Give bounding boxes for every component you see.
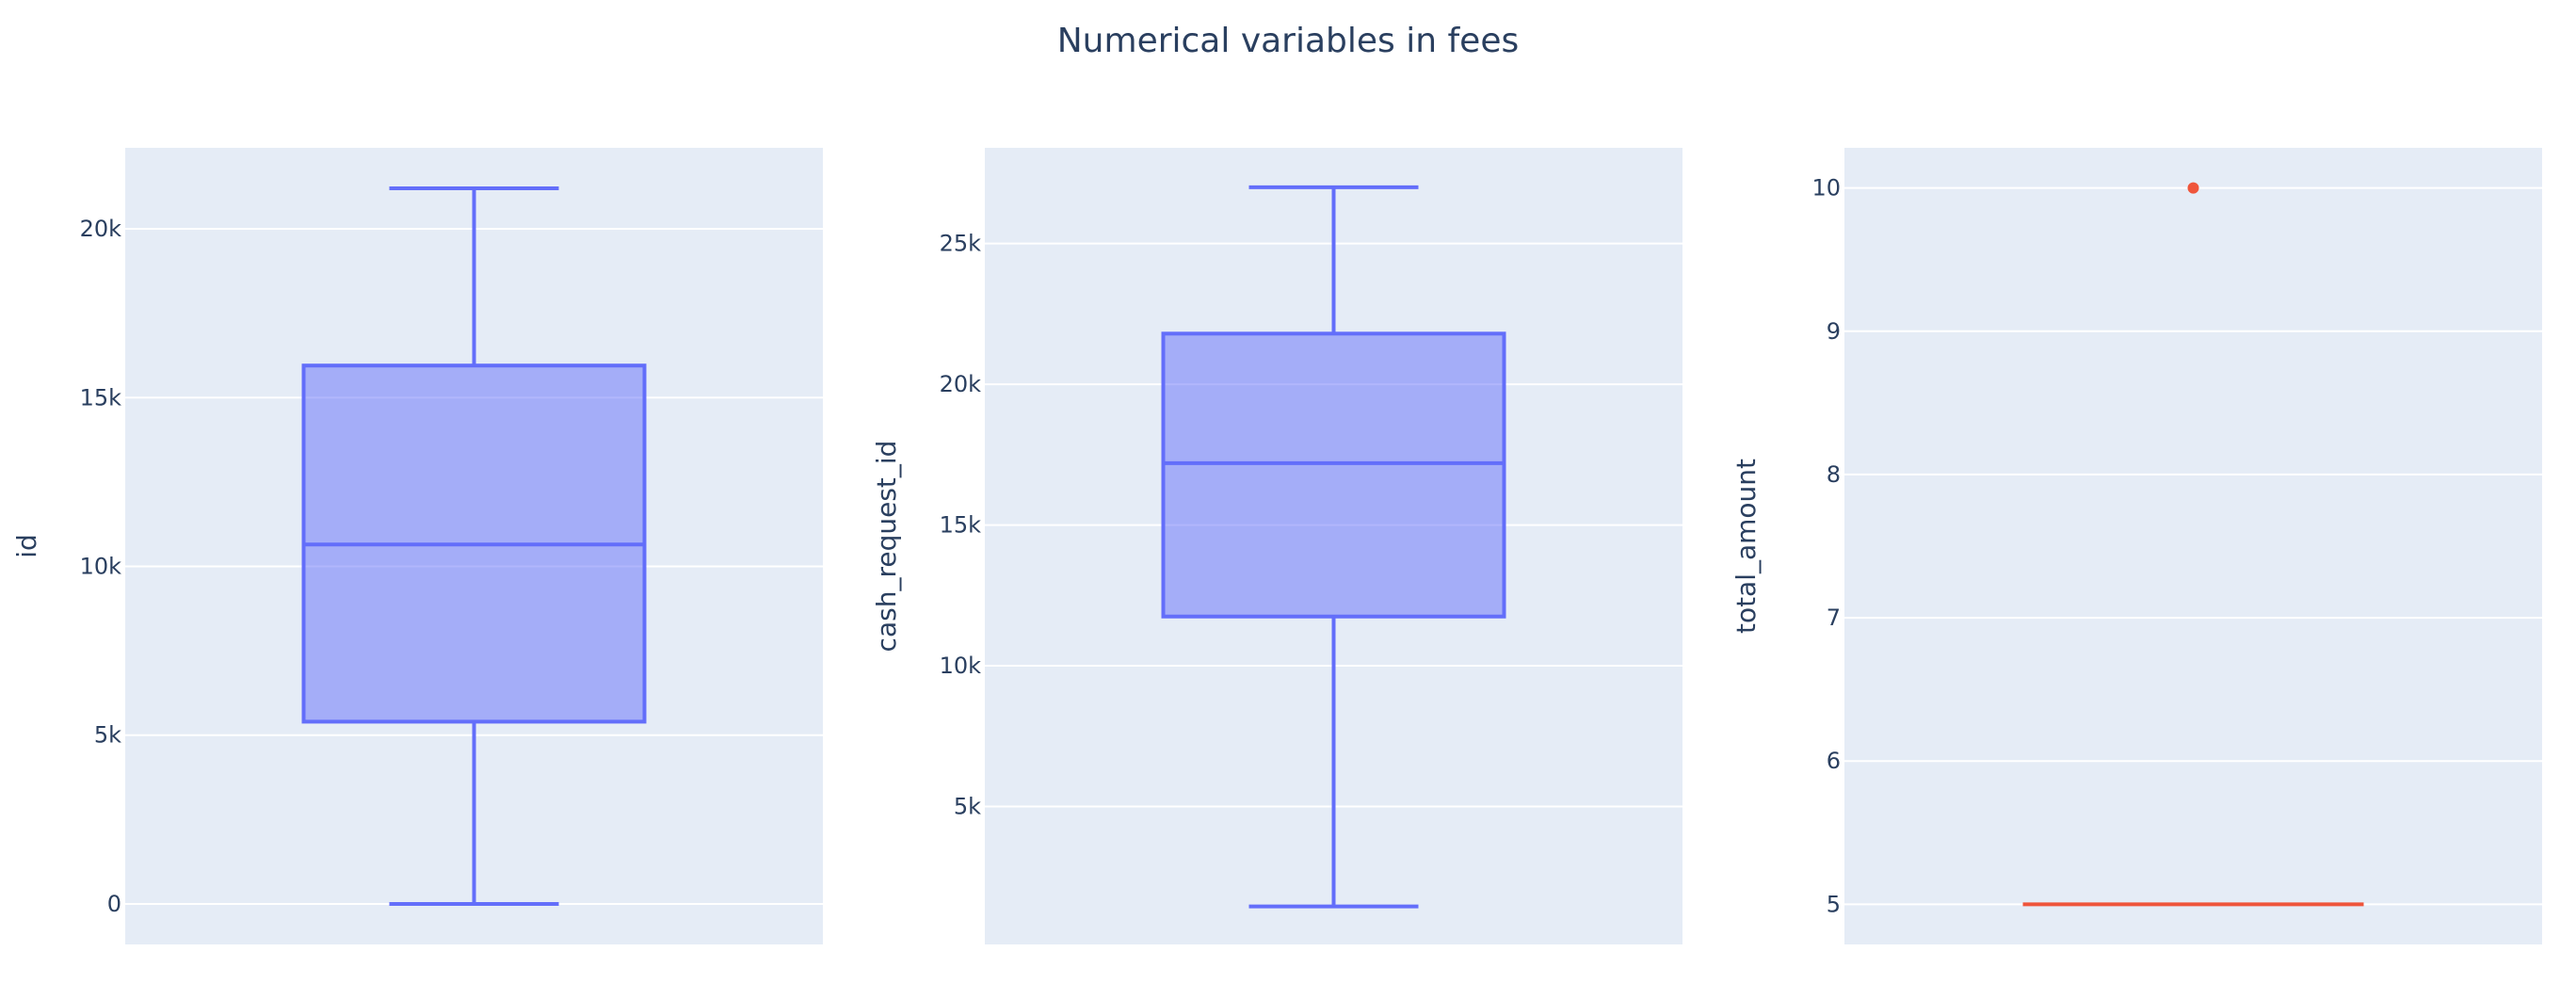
y-tick-label: 15k (80, 384, 122, 411)
y-tick-label: 25k (940, 231, 982, 257)
y-tick-label: 15k (940, 512, 982, 539)
y-axis-title: id (11, 534, 42, 558)
plot-area (1844, 148, 2542, 944)
y-tick-label: 20k (80, 216, 122, 242)
y-tick-label: 0 (107, 891, 121, 917)
y-tick-label: 7 (1827, 605, 1841, 631)
y-tick-label: 5k (954, 794, 981, 820)
y-tick-label: 5k (94, 722, 121, 749)
subplot-3: 5 6 7 8 9 10 total_amount (1731, 148, 2542, 944)
y-tick-label: 9 (1827, 318, 1841, 345)
y-axis-title: cash_request_id (871, 441, 902, 653)
y-tick-label: 6 (1827, 748, 1841, 774)
subplot-panels: 0 5k 10k 15k 20k id 5k 10k 15k 20k 25k cash_request… (11, 148, 2542, 944)
y-tick-label: 8 (1827, 461, 1841, 488)
y-tick-label: 10 (1811, 175, 1841, 202)
y-axis-title: total_amount (1731, 459, 1762, 634)
y-tick-label: 20k (940, 371, 982, 397)
y-tick-label: 10k (80, 554, 122, 580)
subplot-1: 0 5k 10k 15k 20k id (11, 148, 823, 944)
outlier-point (2187, 182, 2199, 194)
chart-title: Numerical variables in fees (1057, 22, 1519, 60)
subplot-2: 5k 10k 15k 20k 25k cash_request_id (871, 148, 1682, 944)
y-tick-label: 5 (1827, 891, 1841, 917)
iqr-box (1161, 331, 1506, 619)
y-tick-label: 10k (940, 653, 982, 679)
